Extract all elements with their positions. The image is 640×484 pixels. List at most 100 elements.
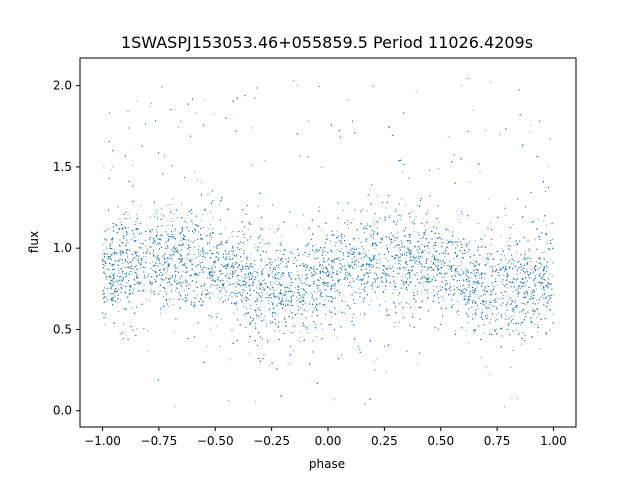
- data-point: [376, 220, 378, 222]
- data-point: [527, 273, 529, 275]
- data-point: [218, 291, 220, 293]
- data-point: [239, 280, 241, 281]
- data-point: [358, 266, 360, 268]
- data-point: [529, 298, 531, 300]
- data-point: [514, 286, 515, 288]
- data-point: [407, 272, 408, 274]
- data-point: [174, 230, 176, 232]
- data-point: [473, 260, 475, 262]
- data-point: [341, 269, 343, 270]
- data-point: [334, 286, 336, 288]
- data-point: [192, 223, 194, 225]
- data-point: [396, 244, 398, 246]
- data-point: [528, 250, 530, 252]
- data-point: [347, 253, 349, 255]
- data-point: [194, 239, 195, 241]
- data-point: [413, 260, 415, 261]
- data-point: [231, 262, 233, 264]
- data-point: [145, 276, 147, 278]
- data-point: [142, 243, 144, 245]
- data-point: [511, 311, 513, 313]
- data-point: [143, 289, 145, 291]
- data-point: [338, 295, 340, 297]
- data-point: [398, 247, 400, 249]
- data-point: [112, 284, 114, 286]
- data-point: [486, 253, 488, 255]
- data-point: [354, 267, 356, 269]
- data-point: [366, 262, 368, 264]
- data-point: [494, 328, 496, 330]
- data-point: [280, 263, 282, 265]
- data-point: [156, 231, 158, 233]
- data-point: [229, 295, 231, 296]
- data-point: [263, 316, 265, 318]
- data-point: [496, 297, 498, 299]
- data-point: [372, 254, 374, 256]
- data-point: [544, 284, 546, 286]
- data-point: [113, 248, 115, 250]
- data-point: [546, 296, 548, 298]
- data-point: [546, 243, 548, 244]
- data-point: [173, 213, 175, 215]
- data-point: [468, 342, 470, 344]
- data-point: [502, 302, 504, 304]
- data-point: [240, 284, 242, 286]
- data-point: [170, 220, 172, 222]
- data-point: [398, 321, 400, 323]
- data-point: [496, 308, 498, 310]
- data-point: [174, 266, 176, 268]
- data-point: [397, 295, 399, 296]
- data-point: [237, 274, 239, 276]
- data-point: [368, 250, 370, 252]
- data-point: [134, 236, 136, 238]
- data-point: [289, 287, 291, 289]
- data-point: [184, 239, 186, 241]
- data-point: [182, 239, 184, 241]
- data-point: [461, 291, 463, 293]
- data-point: [246, 281, 248, 283]
- data-point: [477, 263, 479, 265]
- data-point: [507, 295, 509, 297]
- data-point: [311, 273, 313, 275]
- data-point: [188, 253, 190, 255]
- data-point: [526, 261, 528, 263]
- data-point: [136, 265, 138, 267]
- data-point: [186, 286, 188, 288]
- data-point: [390, 243, 391, 245]
- data-point: [106, 268, 108, 270]
- data-point: [220, 280, 222, 282]
- data-point: [475, 309, 476, 311]
- data-point: [207, 243, 209, 245]
- data-point: [220, 318, 222, 320]
- data-point: [473, 264, 475, 266]
- data-point: [279, 285, 281, 286]
- data-point: [314, 244, 316, 246]
- data-point: [166, 204, 168, 206]
- data-point: [132, 289, 134, 291]
- data-point: [491, 305, 493, 307]
- data-point: [536, 299, 537, 301]
- data-point: [162, 254, 164, 256]
- data-point: [358, 288, 360, 290]
- data-point: [539, 275, 541, 277]
- data-point: [135, 240, 137, 242]
- data-point: [410, 253, 412, 255]
- data-point: [296, 259, 298, 261]
- data-point: [286, 267, 288, 269]
- data-point: [136, 251, 138, 253]
- data-point: [277, 273, 279, 275]
- data-point: [165, 291, 166, 293]
- data-point: [175, 277, 177, 278]
- data-point: [154, 278, 155, 280]
- data-point: [401, 198, 403, 200]
- data-point: [454, 330, 456, 332]
- data-point: [416, 204, 418, 206]
- data-point: [527, 294, 529, 296]
- data-point: [331, 317, 333, 319]
- data-point: [303, 290, 305, 292]
- data-point: [329, 240, 331, 242]
- data-point: [533, 323, 535, 325]
- data-point: [379, 259, 381, 261]
- data-point: [409, 242, 411, 244]
- data-point: [147, 248, 148, 250]
